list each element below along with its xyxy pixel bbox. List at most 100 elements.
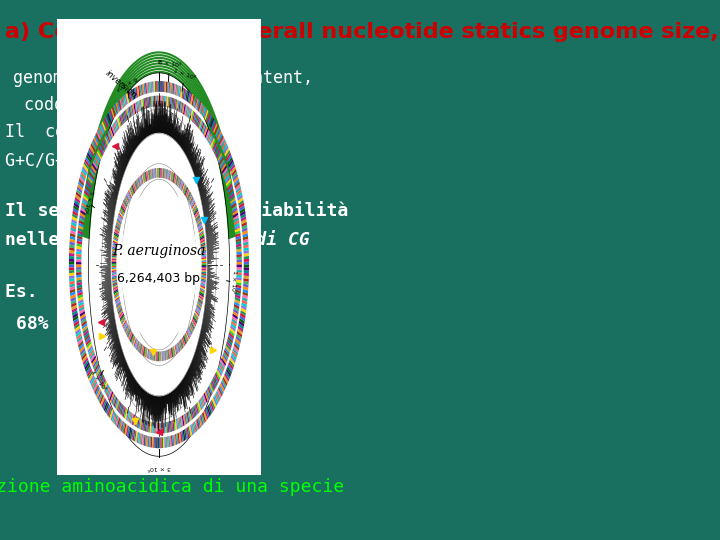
Wedge shape bbox=[197, 305, 201, 311]
Wedge shape bbox=[96, 151, 102, 160]
Wedge shape bbox=[220, 137, 225, 146]
Wedge shape bbox=[164, 96, 166, 107]
Wedge shape bbox=[112, 265, 117, 266]
Wedge shape bbox=[243, 250, 249, 254]
Wedge shape bbox=[184, 186, 187, 195]
Wedge shape bbox=[82, 198, 88, 204]
Wedge shape bbox=[131, 186, 135, 194]
Wedge shape bbox=[235, 338, 240, 346]
Wedge shape bbox=[143, 435, 145, 446]
Wedge shape bbox=[228, 186, 233, 193]
Wedge shape bbox=[114, 104, 118, 114]
Wedge shape bbox=[131, 105, 134, 116]
Wedge shape bbox=[112, 270, 117, 272]
Wedge shape bbox=[130, 334, 134, 343]
Wedge shape bbox=[179, 416, 182, 428]
Wedge shape bbox=[86, 339, 91, 346]
Wedge shape bbox=[132, 104, 135, 115]
Wedge shape bbox=[201, 248, 206, 251]
Wedge shape bbox=[120, 404, 124, 415]
Wedge shape bbox=[219, 157, 224, 166]
Wedge shape bbox=[94, 157, 99, 166]
Wedge shape bbox=[112, 253, 117, 255]
Wedge shape bbox=[197, 224, 202, 229]
Wedge shape bbox=[176, 85, 179, 96]
Wedge shape bbox=[120, 313, 124, 320]
Wedge shape bbox=[95, 366, 100, 374]
Wedge shape bbox=[112, 412, 116, 423]
Wedge shape bbox=[197, 221, 202, 226]
Wedge shape bbox=[99, 394, 104, 404]
Text: content,: content, bbox=[233, 69, 313, 87]
Wedge shape bbox=[70, 236, 75, 240]
Wedge shape bbox=[163, 422, 164, 434]
Wedge shape bbox=[177, 100, 179, 111]
Wedge shape bbox=[105, 116, 109, 126]
Wedge shape bbox=[99, 393, 103, 402]
Wedge shape bbox=[103, 382, 107, 392]
Wedge shape bbox=[236, 244, 241, 247]
Wedge shape bbox=[198, 298, 203, 303]
Wedge shape bbox=[121, 317, 125, 324]
Wedge shape bbox=[200, 239, 205, 243]
Text: E: E bbox=[157, 59, 161, 65]
Wedge shape bbox=[109, 391, 113, 401]
Wedge shape bbox=[202, 394, 207, 404]
Wedge shape bbox=[235, 184, 240, 191]
Wedge shape bbox=[215, 127, 220, 137]
Wedge shape bbox=[122, 112, 126, 123]
Wedge shape bbox=[153, 96, 154, 107]
Wedge shape bbox=[123, 95, 127, 106]
Wedge shape bbox=[170, 348, 171, 358]
Wedge shape bbox=[244, 262, 249, 265]
Wedge shape bbox=[195, 309, 200, 315]
Wedge shape bbox=[204, 393, 208, 403]
Wedge shape bbox=[71, 302, 76, 307]
Wedge shape bbox=[184, 186, 187, 194]
Wedge shape bbox=[225, 373, 229, 382]
Wedge shape bbox=[112, 251, 117, 254]
Wedge shape bbox=[130, 187, 133, 196]
Wedge shape bbox=[171, 348, 173, 357]
Wedge shape bbox=[238, 323, 244, 329]
Wedge shape bbox=[156, 352, 157, 361]
Wedge shape bbox=[113, 287, 118, 292]
Wedge shape bbox=[78, 304, 84, 309]
Wedge shape bbox=[189, 325, 193, 333]
Wedge shape bbox=[81, 321, 87, 327]
Wedge shape bbox=[84, 188, 90, 195]
Wedge shape bbox=[115, 296, 120, 302]
Wedge shape bbox=[185, 90, 188, 101]
Wedge shape bbox=[226, 179, 231, 186]
Wedge shape bbox=[235, 287, 241, 291]
Wedge shape bbox=[141, 99, 143, 110]
Wedge shape bbox=[92, 139, 97, 148]
Wedge shape bbox=[235, 299, 240, 304]
Wedge shape bbox=[99, 145, 104, 154]
Wedge shape bbox=[71, 222, 76, 227]
Wedge shape bbox=[81, 171, 86, 179]
Wedge shape bbox=[115, 299, 120, 305]
Wedge shape bbox=[195, 214, 200, 220]
Wedge shape bbox=[140, 176, 143, 185]
Wedge shape bbox=[74, 323, 80, 329]
Wedge shape bbox=[206, 390, 210, 400]
Wedge shape bbox=[243, 281, 248, 285]
Wedge shape bbox=[170, 421, 172, 432]
Wedge shape bbox=[86, 341, 91, 348]
Wedge shape bbox=[86, 366, 91, 375]
Wedge shape bbox=[238, 328, 243, 335]
Wedge shape bbox=[203, 410, 207, 421]
Wedge shape bbox=[180, 87, 183, 98]
Wedge shape bbox=[190, 409, 193, 420]
Wedge shape bbox=[237, 256, 242, 260]
Wedge shape bbox=[243, 275, 249, 279]
Wedge shape bbox=[160, 423, 161, 434]
Wedge shape bbox=[96, 389, 101, 399]
Wedge shape bbox=[232, 350, 237, 358]
Wedge shape bbox=[226, 368, 231, 377]
Wedge shape bbox=[184, 335, 187, 343]
Wedge shape bbox=[194, 312, 199, 319]
Wedge shape bbox=[220, 159, 225, 167]
Wedge shape bbox=[125, 325, 129, 333]
